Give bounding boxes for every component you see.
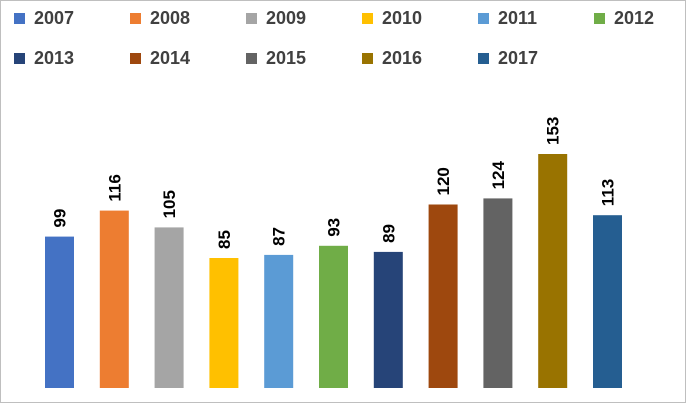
data-label-2013: 89 [379, 224, 398, 243]
legend-swatch-2016 [362, 52, 373, 64]
legend-label-2013: 2013 [34, 47, 75, 68]
bar-2010 [209, 258, 239, 388]
data-label-2007: 99 [51, 209, 70, 228]
legend-item-2015: 2015 [246, 48, 362, 68]
data-label-2016: 153 [544, 117, 563, 145]
legend-item-2007: 2007 [14, 8, 130, 28]
legend-swatch-2012 [594, 12, 605, 24]
data-label-2010: 85 [215, 230, 234, 249]
bar-2007 [45, 236, 74, 388]
data-label-2012: 93 [325, 218, 344, 237]
legend-label-2008: 2008 [150, 7, 191, 28]
legend-label-2007: 2007 [34, 7, 75, 28]
data-label-2008: 116 [105, 174, 124, 201]
bar-2016 [538, 154, 568, 388]
legend-item-2017: 2017 [478, 48, 594, 68]
data-label-2014: 120 [434, 167, 453, 195]
legend-item-2011: 2011 [478, 8, 594, 28]
data-label-2011: 87 [270, 227, 289, 246]
bar-2013 [373, 251, 403, 388]
bar-2008 [99, 210, 129, 388]
legend-swatch-2008 [130, 12, 141, 24]
legend-label-2010: 2010 [382, 7, 423, 28]
legend-swatch-2014 [130, 52, 141, 64]
legend-item-2013: 2013 [14, 48, 130, 68]
bar-2015 [483, 198, 513, 388]
data-label-2017: 113 [599, 179, 618, 206]
data-label-2015: 124 [489, 160, 508, 189]
legend-item-2009: 2009 [246, 8, 362, 28]
legend-item-2008: 2008 [130, 8, 246, 28]
legend-label-2015: 2015 [266, 47, 307, 68]
data-label-2009: 105 [160, 190, 179, 218]
legend-label-2009: 2009 [266, 7, 307, 28]
legend-swatch-2013 [14, 52, 25, 64]
bar-2011 [264, 254, 294, 388]
legend-label-2016: 2016 [382, 47, 423, 68]
legend-item-2016: 2016 [362, 48, 478, 68]
legend-label-2012: 2012 [614, 7, 655, 28]
chart-legend: 2007 2008 2009 2010 2011 2012 2013 2014 2015 2016… [14, 8, 684, 68]
legend-swatch-2011 [478, 12, 489, 24]
legend-label-2011: 2011 [498, 7, 538, 28]
legend-swatch-2017 [478, 52, 489, 64]
legend-swatch-2009 [246, 12, 257, 24]
bar-2009 [154, 227, 184, 388]
legend-item-2010: 2010 [362, 8, 478, 28]
bar-2017 [593, 215, 622, 388]
bar-2014 [428, 204, 458, 388]
bar-2012 [319, 245, 348, 388]
legend-item-2014: 2014 [130, 48, 246, 68]
legend-swatch-2010 [362, 12, 373, 24]
legend-swatch-2007 [14, 12, 25, 24]
legend-label-2014: 2014 [150, 47, 191, 68]
legend-item-2012: 2012 [594, 8, 686, 28]
legend-label-2017: 2017 [498, 47, 539, 68]
legend-swatch-2015 [246, 52, 257, 64]
